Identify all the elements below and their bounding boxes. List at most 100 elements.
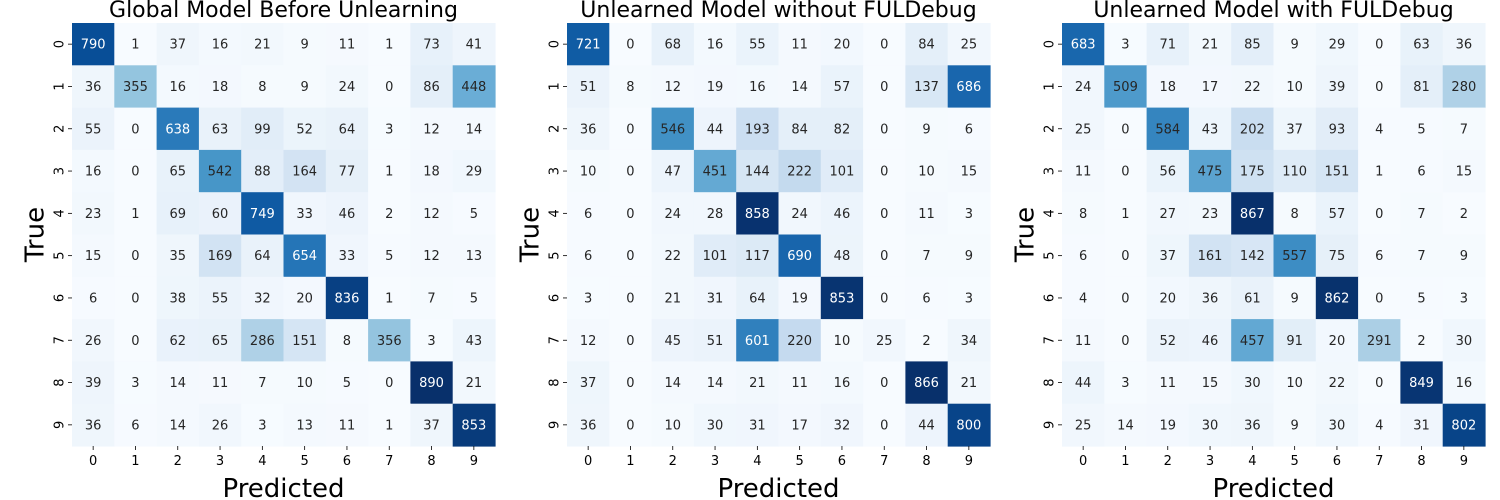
cell-value-label: 557 <box>1282 249 1307 264</box>
panel-title: Global Model Before Unlearning <box>109 0 458 23</box>
heatmap-cell <box>241 149 285 193</box>
heatmap-cell <box>1358 23 1401 66</box>
cell-value-label: 77 <box>339 165 356 180</box>
x-axis-label: Predicted <box>1212 474 1334 500</box>
cell-value-label: 14 <box>466 122 483 137</box>
heatmap-cell <box>609 23 653 66</box>
heatmap-cell <box>863 361 906 405</box>
cell-value-label: 286 <box>250 334 275 349</box>
x-tick-label: 8 <box>1417 454 1425 469</box>
heatmap-cell <box>368 65 411 109</box>
heatmap-cell <box>1315 65 1359 109</box>
cell-value-label: 800 <box>956 418 981 433</box>
cell-value-label: 23 <box>1202 207 1219 222</box>
cell-value-label: 12 <box>423 122 440 137</box>
cell-value-label: 584 <box>1155 122 1180 137</box>
cell-value-label: 3 <box>965 291 973 306</box>
cell-value-label: 0 <box>131 291 139 306</box>
cell-value-label: 10 <box>834 334 851 349</box>
cell-value-label: 1 <box>385 418 393 433</box>
heatmap-cell <box>72 234 115 278</box>
cell-value-label: 448 <box>461 80 486 95</box>
cell-value-label: 9 <box>922 122 930 137</box>
heatmap-cell <box>283 276 327 320</box>
heatmap-cell <box>651 65 695 109</box>
cell-value-label: 0 <box>1121 334 1129 349</box>
cell-value-label: 18 <box>212 80 229 95</box>
x-tick-label: 1 <box>626 454 634 469</box>
x-tick-label: 0 <box>1079 454 1087 469</box>
heatmap-cell <box>820 149 864 193</box>
heatmap-cell <box>452 403 496 447</box>
heatmap-cell <box>1188 192 1232 236</box>
cell-value-label: 73 <box>423 38 440 53</box>
heatmap-cell <box>567 276 610 320</box>
cell-value-label: 52 <box>296 122 313 137</box>
heatmap-cell <box>693 192 737 236</box>
heatmap-cell <box>905 403 949 447</box>
cell-value-label: 35 <box>169 249 186 264</box>
y-tick-label: 5 <box>1043 252 1058 260</box>
cell-value-label: 81 <box>1413 80 1430 95</box>
heatmap-cell <box>820 403 864 447</box>
cell-value-label: 356 <box>377 334 402 349</box>
cell-value-label: 84 <box>791 122 808 137</box>
y-tick-label: 2 <box>53 125 68 133</box>
cell-value-label: 56 <box>1159 165 1176 180</box>
cell-value-label: 4 <box>1079 291 1087 306</box>
heatmap-cell <box>1062 403 1105 447</box>
heatmap-cell <box>693 276 737 320</box>
heatmap-cell <box>778 234 822 278</box>
heatmap-cell <box>1400 276 1444 320</box>
x-tick-label: 6 <box>838 454 846 469</box>
heatmap-cell <box>609 403 653 447</box>
heatmap-cell <box>905 319 949 362</box>
cell-value-label: 32 <box>834 418 851 433</box>
heatmap-cell <box>1315 23 1359 66</box>
heatmap-cell <box>693 234 737 278</box>
heatmap-cell <box>905 276 949 320</box>
cell-value-label: 27 <box>1159 207 1176 222</box>
cell-value-label: 0 <box>626 291 634 306</box>
heatmap-cell <box>198 361 242 405</box>
cell-value-label: 85 <box>1244 38 1261 53</box>
cell-value-label: 110 <box>1282 165 1307 180</box>
heatmap-cell <box>1273 234 1317 278</box>
heatmap-cell <box>1358 403 1401 447</box>
y-tick-label: 0 <box>548 40 563 48</box>
cell-value-label: 11 <box>791 38 808 53</box>
heatmap-cell <box>567 361 610 405</box>
cell-value-label: 36 <box>580 418 597 433</box>
cell-value-label: 0 <box>626 207 634 222</box>
heatmap-cell <box>1358 234 1401 278</box>
cell-value-label: 25 <box>961 38 978 53</box>
heatmap-cell <box>693 403 737 447</box>
heatmap-cell <box>947 149 991 193</box>
heatmap-cell <box>410 319 454 362</box>
cell-value-label: 39 <box>85 376 102 391</box>
cell-value-label: 0 <box>880 291 888 306</box>
heatmap-cell <box>863 276 906 320</box>
heatmap-cell <box>651 107 695 151</box>
heatmap-cell <box>1146 192 1190 236</box>
cell-value-label: 16 <box>212 38 229 53</box>
heatmap-cell <box>283 149 327 193</box>
cell-value-label: 21 <box>466 376 483 391</box>
cell-value-label: 21 <box>664 291 681 306</box>
x-tick-label: 0 <box>584 454 592 469</box>
heatmap-cell <box>198 276 242 320</box>
cell-value-label: 57 <box>834 80 851 95</box>
heatmap-cell <box>452 192 496 236</box>
cell-value-label: 22 <box>664 249 681 264</box>
heatmap-cell <box>820 65 864 109</box>
heatmap-cell <box>72 319 115 362</box>
heatmap-cell <box>1188 23 1232 66</box>
heatmap-cell <box>1400 319 1444 362</box>
y-axis-label: True <box>1011 207 1041 263</box>
cell-value-label: 0 <box>880 80 888 95</box>
heatmap-cell <box>1188 107 1232 151</box>
y-tick-label: 3 <box>53 167 68 175</box>
heatmap-cell <box>693 107 737 151</box>
heatmap-cell <box>325 319 369 362</box>
x-axis-label: Predicted <box>222 474 344 500</box>
